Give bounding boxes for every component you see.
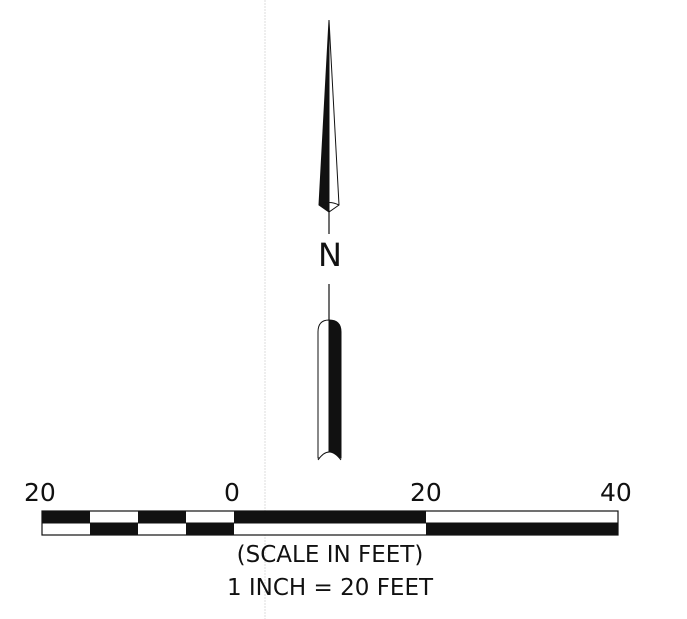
north-arrow-upper-dark-half	[318, 19, 330, 213]
scale-seg-2-bottom	[90, 523, 138, 535]
scale-tick-label-20: 20	[410, 478, 442, 507]
scale-seg-3-top	[138, 511, 186, 523]
scale-seg-4-bottom	[186, 523, 234, 535]
north-arrow-icon	[317, 19, 342, 461]
scale-seg-6-bottom	[426, 523, 618, 535]
scale-tick-label-40: 40	[600, 478, 632, 507]
north-label: N	[318, 236, 342, 274]
scale-caption-ratio: 1 INCH = 20 FEET	[226, 575, 434, 601]
scale-seg-1-top	[42, 511, 90, 523]
scale-caption-units: (SCALE IN FEET)	[236, 542, 424, 568]
scale-tick-label-left-20: 20	[24, 478, 56, 507]
north-arrow-upper-base	[318, 202, 340, 206]
north-arrow-lower-light-half	[317, 319, 330, 459]
scale-tick-label-0: 0	[224, 478, 240, 507]
north-arrow-lower-dark-half	[328, 319, 342, 459]
north-arrow-upper-light-half	[328, 19, 340, 213]
scale-bar	[41, 510, 619, 536]
scale-seg-5-top	[234, 511, 426, 523]
north-arrow-lower-base	[317, 451, 342, 461]
